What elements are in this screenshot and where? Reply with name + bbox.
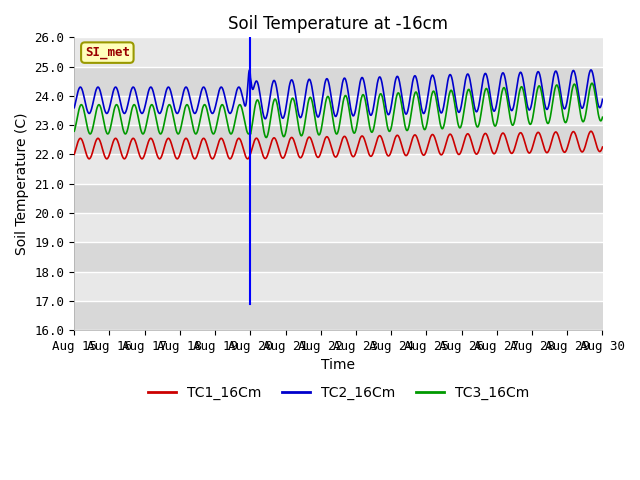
Bar [74, 67, 602, 96]
Bar [74, 125, 602, 155]
Legend: TC1_16Cm, TC2_16Cm, TC3_16Cm: TC1_16Cm, TC2_16Cm, TC3_16Cm [142, 380, 534, 405]
Bar [74, 213, 602, 242]
Y-axis label: Soil Temperature (C): Soil Temperature (C) [15, 112, 29, 255]
X-axis label: Time: Time [321, 359, 355, 372]
Bar [74, 96, 602, 125]
Bar [74, 272, 602, 301]
Bar [74, 37, 602, 67]
Bar [74, 242, 602, 272]
Text: SI_met: SI_met [85, 46, 130, 59]
Bar [74, 301, 602, 330]
Bar [74, 155, 602, 184]
Title: Soil Temperature at -16cm: Soil Temperature at -16cm [228, 15, 449, 33]
Bar [74, 184, 602, 213]
